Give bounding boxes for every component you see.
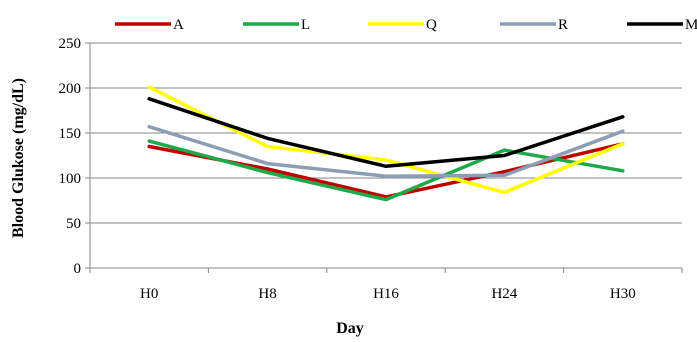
y-tick-label: 150 [59,126,82,142]
x-tick-label: H8 [258,286,276,302]
series-line-r [147,124,625,178]
x-tick-label: H0 [140,286,158,302]
series-line-m [147,97,625,169]
y-axis-title: Blood Glukose (mg/dL) [10,78,27,238]
x-tick-label: H24 [491,286,517,302]
legend-label-r: R [558,17,568,33]
series-lines [147,85,625,202]
legend-label-l: L [301,17,310,33]
legend-label-m: M [685,17,697,33]
x-tick-label: H30 [610,286,636,302]
series-line-a [147,142,625,199]
y-tick-label: 250 [59,36,82,52]
axes [85,42,683,273]
legend-label-q: Q [426,17,437,33]
x-axis-title: Day [336,320,364,337]
x-tick-label: H16 [373,286,399,302]
y-tick-label: 50 [66,216,81,232]
y-tick-label: 100 [59,171,82,187]
y-tick-label: 200 [59,81,82,97]
y-tick-labels: 0 50 100 150 200 250 [59,36,82,277]
y-tick-label: 0 [74,261,82,277]
gridlines [90,42,682,224]
series-line-l [147,139,625,202]
x-tick-labels: H0 H8 H16 H24 H30 [140,286,636,302]
legend-label-a: A [173,17,184,33]
